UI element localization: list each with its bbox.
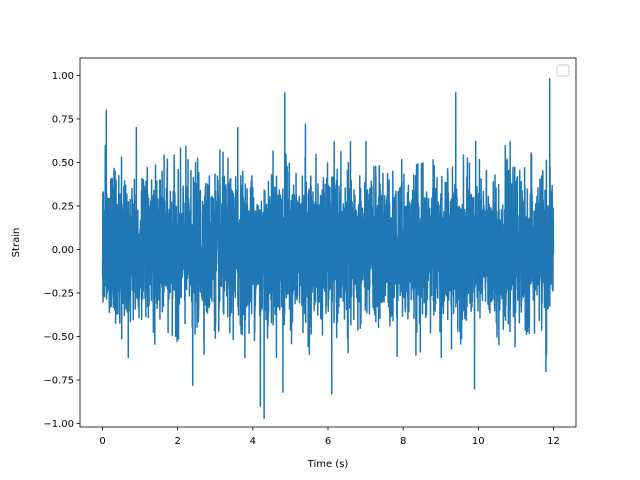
strain-series-line — [101, 78, 555, 420]
x-tick-label: 0 — [99, 436, 105, 447]
x-axis-label: Time (s) — [307, 459, 349, 470]
x-axis: 0 2 4 6 8 10 12 — [99, 427, 560, 447]
y-tick-label: 0.75 — [52, 114, 74, 125]
legend-box — [556, 64, 570, 77]
y-axis-label: Strain — [11, 228, 22, 258]
x-tick-label: 2 — [175, 436, 181, 447]
y-tick-label: −0.25 — [43, 288, 74, 299]
series-layer — [101, 78, 555, 420]
y-tick-label: −0.75 — [43, 376, 74, 387]
y-tick-label: −1.00 — [43, 419, 74, 430]
x-tick-label: 12 — [547, 436, 560, 447]
y-axis: −1.00 −0.75 −0.50 −0.25 0.00 0.25 0.50 0.75 1.00 — [43, 71, 80, 430]
y-tick-label: 0.25 — [52, 201, 74, 212]
y-tick-label: 0.00 — [52, 245, 74, 256]
x-tick-label: 6 — [325, 436, 331, 447]
x-tick-label: 8 — [400, 436, 406, 447]
x-tick-label: 10 — [472, 436, 485, 447]
y-tick-label: −0.50 — [43, 332, 74, 343]
y-tick-label: 0.50 — [52, 158, 74, 169]
x-tick-label: 4 — [250, 436, 256, 447]
y-tick-label: 1.00 — [52, 71, 74, 82]
